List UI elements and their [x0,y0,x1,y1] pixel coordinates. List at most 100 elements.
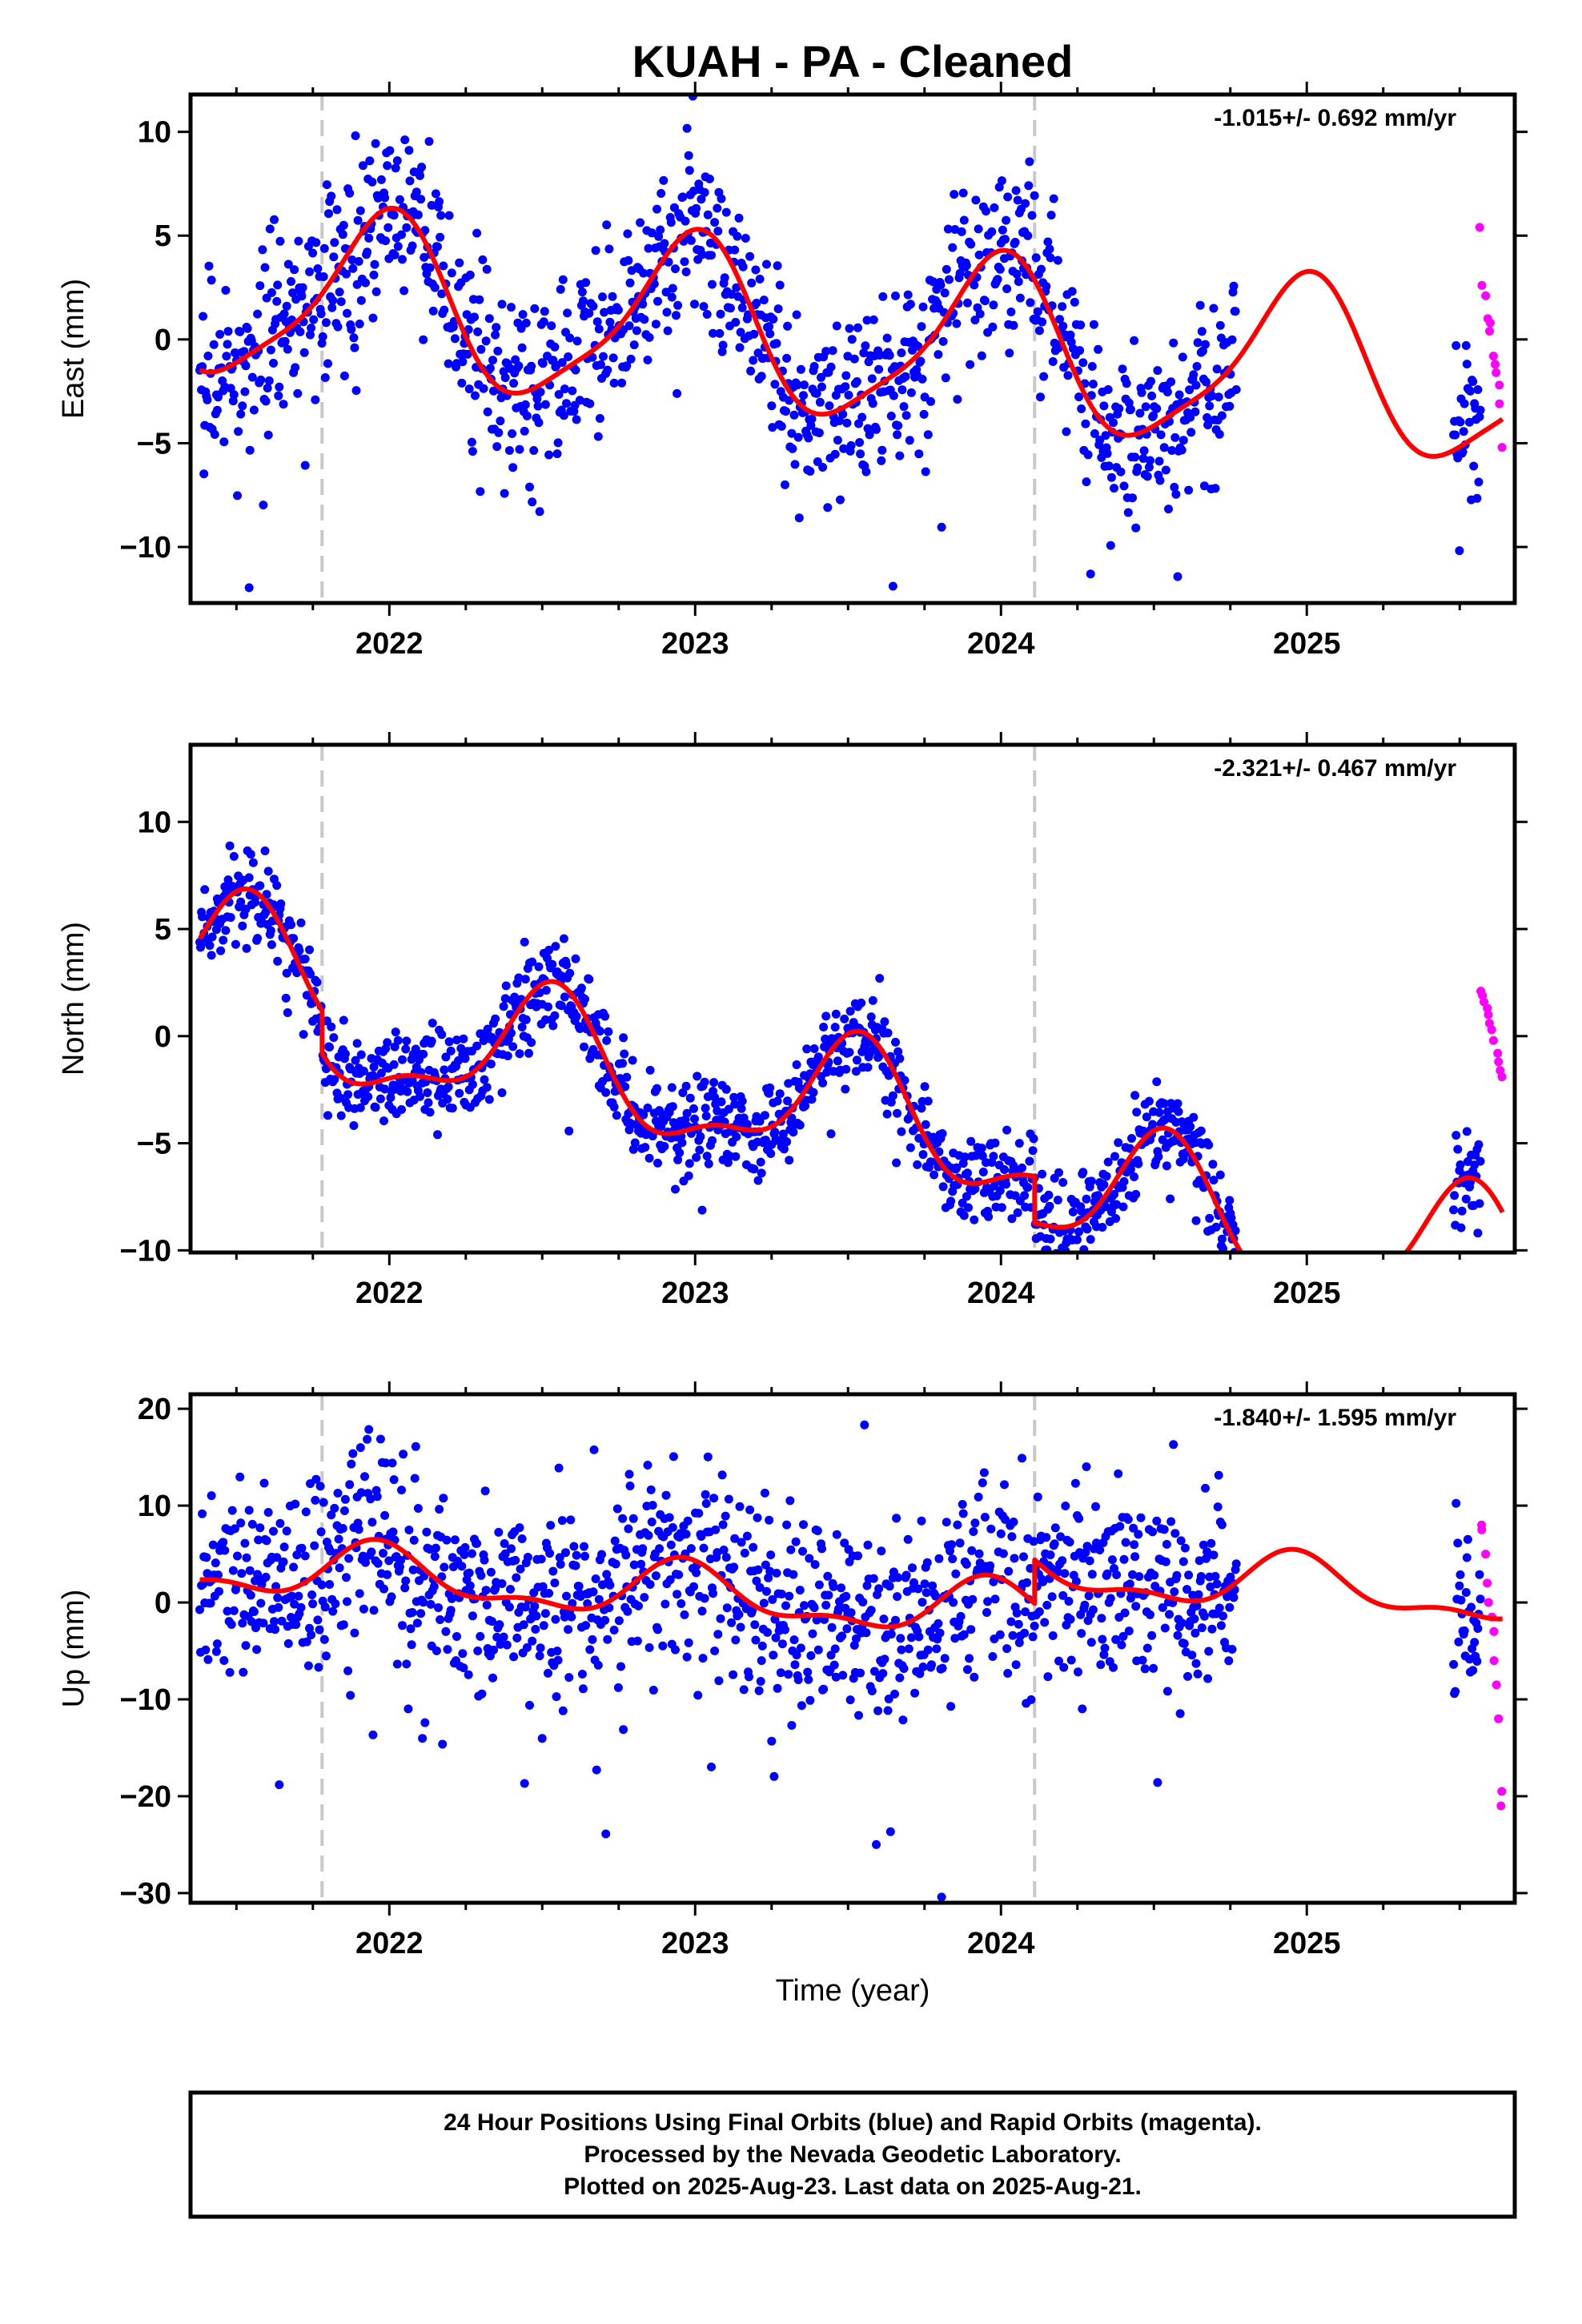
final-orbit-point [989,1577,998,1586]
final-orbit-point [1191,407,1200,416]
final-orbit-point [910,1688,920,1698]
final-orbit-point [891,1037,900,1047]
final-orbit-point [1179,1638,1189,1648]
final-orbit-point [817,382,826,392]
final-orbit-point [318,332,327,341]
final-orbit-point [892,1514,901,1523]
final-orbit-point [729,1670,738,1679]
final-orbit-point [769,1651,778,1660]
final-orbit-point [808,1629,817,1638]
final-orbit-point [228,1566,238,1575]
final-orbit-point [1195,1556,1204,1566]
final-orbit-point [1010,237,1020,247]
final-orbit-point [757,1641,767,1651]
final-orbit-point [274,391,283,400]
y-tick-label: −5 [137,1128,171,1161]
final-orbit-point [701,1499,711,1508]
final-orbit-point [274,1602,283,1612]
final-orbit-point [602,1035,612,1045]
final-orbit-point [664,257,673,267]
final-orbit-point [363,247,372,257]
final-orbit-point [1082,1462,1091,1471]
final-orbit-point [717,194,726,203]
final-orbit-point [492,1632,502,1642]
final-orbit-point [302,991,311,1000]
final-orbit-point [1027,211,1037,220]
final-orbit-point [998,225,1007,235]
final-orbit-point [995,1630,1005,1639]
final-orbit-point [732,1132,741,1141]
final-orbit-point [697,1606,707,1616]
final-orbit-point [785,396,794,405]
final-orbit-point [753,1565,763,1574]
final-orbit-point [379,1116,388,1126]
final-orbit-point [613,305,623,315]
final-orbit-point [609,1626,619,1634]
final-orbit-point [560,1612,569,1622]
final-orbit-point [757,1168,766,1178]
final-orbit-point [1060,1569,1070,1578]
final-orbit-point [817,1544,826,1554]
final-orbit-point [1114,404,1124,413]
final-orbit-point [921,1588,931,1598]
final-orbit-point [793,1675,803,1684]
final-orbit-point [381,236,391,246]
final-orbit-point [1455,546,1464,556]
final-orbit-point [520,1602,530,1612]
final-orbit-point [423,1088,432,1097]
final-orbit-point [611,1559,620,1569]
final-orbit-point [532,394,542,404]
final-orbit-point [684,151,693,160]
final-orbit-point [525,1700,534,1710]
final-orbit-point [965,1654,974,1663]
final-orbit-point [283,259,293,269]
final-orbit-point [1159,443,1169,452]
final-orbit-point [869,315,878,324]
final-orbit-point [383,1570,392,1579]
rapid-orbit-point [1485,318,1495,328]
final-orbit-point [802,1044,812,1054]
final-orbit-point [432,1646,441,1655]
final-orbit-point [909,1578,918,1587]
final-orbit-point [363,1092,373,1101]
final-orbit-point [376,175,386,184]
final-orbit-point [1468,377,1478,386]
final-orbit-point [460,1550,469,1559]
final-orbit-point [1162,1539,1171,1549]
final-orbit-point [1125,1579,1134,1589]
final-orbit-point [710,218,720,227]
final-orbit-point [329,1033,339,1043]
final-orbit-point [626,354,636,364]
final-orbit-point [821,347,831,356]
final-orbit-point [660,239,669,248]
final-orbit-point [207,1491,216,1501]
final-orbit-point [671,264,680,274]
final-orbit-point [450,334,460,344]
final-orbit-point [1119,1554,1129,1564]
final-orbit-point [721,1084,731,1094]
final-orbit-point [1211,1571,1220,1581]
final-orbit-point [1102,448,1112,458]
final-orbit-point [240,387,250,396]
final-orbit-point [427,1036,436,1046]
final-orbit-point [845,1007,855,1016]
final-orbit-point [731,1152,741,1161]
final-orbit-point [1123,508,1133,517]
final-orbit-point [1131,1602,1141,1611]
final-orbit-point [1128,493,1137,503]
final-orbit-point [897,385,907,395]
final-orbit-point [1042,1600,1052,1610]
final-orbit-point [444,1037,454,1047]
final-orbit-point [813,1526,822,1535]
final-orbit-point [751,1635,761,1645]
final-orbit-point [452,1035,461,1045]
final-orbit-point [560,384,569,394]
final-orbit-point [659,175,669,185]
final-orbit-point [855,438,865,447]
final-orbit-point [735,1502,745,1511]
final-orbit-point [1101,1202,1110,1212]
final-orbit-point [692,1152,701,1162]
final-orbit-point [1076,320,1086,330]
final-orbit-point [1171,489,1181,499]
final-orbit-point [1170,482,1179,492]
